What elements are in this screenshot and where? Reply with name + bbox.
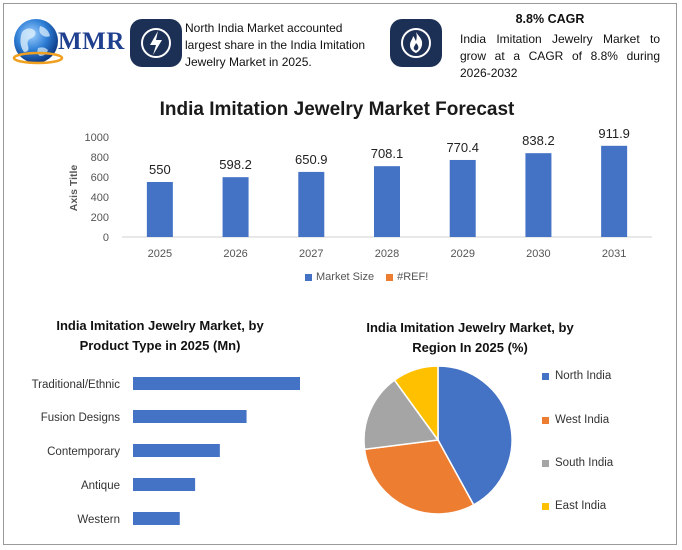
x-tick-label: 2025 <box>148 248 172 260</box>
data-label: 650.9 <box>295 152 328 167</box>
legend-item-east-india: East India <box>542 500 606 512</box>
x-tick-label: 2031 <box>602 248 626 260</box>
legend-swatch <box>542 502 549 510</box>
category-label: Contemporary <box>47 446 120 458</box>
legend-item-north-india: North India <box>542 370 611 382</box>
data-label: 770.4 <box>446 140 479 155</box>
pie-slice-south-india <box>363 379 440 451</box>
bar-2030 <box>525 153 552 237</box>
flame-icon <box>401 28 431 58</box>
category-label: Traditional/Ethnic <box>32 379 121 391</box>
lightning-box <box>130 19 182 67</box>
data-label: 708.1 <box>371 146 404 161</box>
bar-2031 <box>601 145 628 237</box>
x-tick-label: 2026 <box>223 248 247 260</box>
cagr-text: India Imitation Jewelry Market to grow a… <box>460 32 660 80</box>
y-tick-label: 600 <box>91 172 109 184</box>
highlight-share-text: North India Market accounted largest sha… <box>185 21 366 69</box>
globe-icon <box>12 19 64 65</box>
pie-slice-west-india <box>363 439 475 515</box>
hbar-fusion-designs <box>133 410 247 423</box>
legend-swatch-orange <box>386 273 394 281</box>
pie-slice-north-india <box>437 365 513 506</box>
data-label: 838.2 <box>522 133 555 148</box>
data-label: 911.9 <box>598 126 630 141</box>
hbar-traditional-ethnic <box>133 377 300 390</box>
x-tick-label: 2028 <box>375 248 399 260</box>
legend-swatch <box>542 459 549 467</box>
y-tick-label: 1000 <box>85 132 109 144</box>
legend-label: East India <box>555 500 607 512</box>
x-tick-label: 2027 <box>299 248 323 260</box>
legend-label: Market Size <box>316 271 375 283</box>
y-tick-label: 0 <box>103 232 109 244</box>
legend-item-ref: #REF! <box>386 271 428 283</box>
hbar-western <box>133 512 180 525</box>
y-tick-label: 400 <box>91 192 109 204</box>
bar-2028 <box>374 166 400 237</box>
bar-2027 <box>298 171 325 237</box>
logo-text: MMR <box>58 28 125 55</box>
legend-label: #REF! <box>397 271 429 283</box>
y-tick-label: 200 <box>91 212 109 224</box>
legend-swatch-blue <box>305 273 312 281</box>
data-label: 550 <box>149 162 171 177</box>
hbar-contemporary <box>133 444 220 457</box>
pie-slice-east-india <box>393 365 439 443</box>
legend-swatch <box>542 372 549 380</box>
category-label: Fusion Designs <box>41 412 121 424</box>
legend-label: North India <box>555 370 612 382</box>
flame-box <box>390 19 442 67</box>
legend-label: South India <box>555 457 614 469</box>
y-axis-title: Axis Title <box>68 165 80 212</box>
legend-item-market-size: Market Size <box>305 271 374 283</box>
forecast-legend: Market Size #REF! <box>305 271 428 283</box>
lightning-icon <box>141 28 171 58</box>
bar-2029 <box>449 159 476 237</box>
legend-swatch <box>542 416 549 424</box>
legend-label: West India <box>555 414 610 426</box>
product-type-chart-title: India Imitation Jewelry Market, by Produ… <box>56 318 264 353</box>
x-tick-label: 2029 <box>450 248 474 260</box>
category-label: Western <box>77 514 120 526</box>
cagr-title: 8.8% CAGR <box>515 12 585 26</box>
mmr-logo: MMR <box>8 14 126 70</box>
forecast-chart-title: India Imitation Jewelry Market Forecast <box>159 99 515 120</box>
infographic-frame <box>3 3 677 545</box>
bar-2025 <box>146 182 173 237</box>
category-label: Antique <box>81 480 120 492</box>
legend-item-south-india: South India <box>542 457 613 469</box>
region-chart-title: India Imitation Jewelry Market, by Regio… <box>366 320 574 355</box>
bar-2026 <box>222 177 249 237</box>
data-label: 598.2 <box>219 157 252 172</box>
legend-item-west-india: West India <box>542 414 609 426</box>
hbar-antique <box>133 478 196 491</box>
x-tick-label: 2030 <box>526 248 550 260</box>
y-tick-label: 800 <box>91 152 109 164</box>
